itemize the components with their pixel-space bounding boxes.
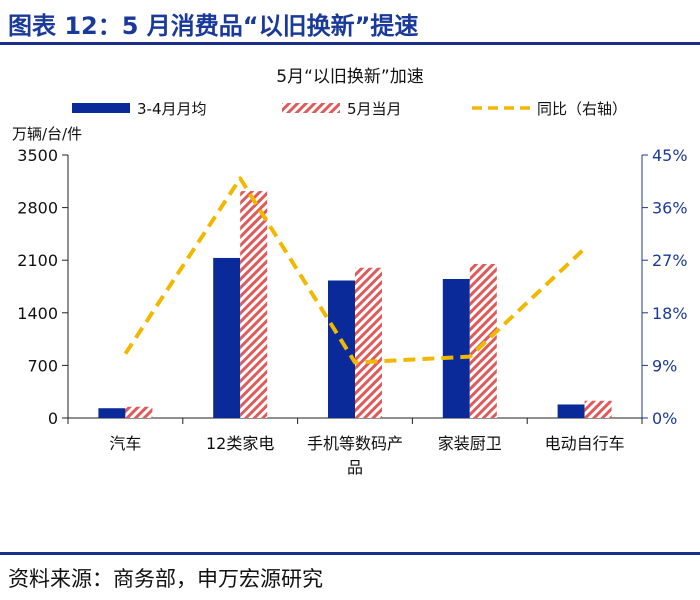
legend-swatch-avg [72, 103, 130, 113]
legend-label-yoy: 同比（右轴） [537, 100, 627, 118]
y-tick-label-left: 2100 [17, 251, 58, 270]
y-tick-label-right: 9% [652, 356, 677, 375]
legend-label-avg: 3-4月月均 [137, 100, 207, 118]
bar-avg [328, 280, 355, 418]
y-tick-label-left: 0 [48, 409, 58, 428]
bar-avg [213, 257, 241, 418]
y-tick-label-right: 0% [652, 409, 677, 428]
y-tick-label-left: 1400 [17, 304, 58, 323]
bar-may [125, 406, 153, 418]
bar-may [240, 191, 268, 418]
x-tick-label: 汽车 [109, 434, 141, 453]
legend: 3-4月月均 5月当月 同比（右轴） [72, 100, 627, 118]
y-tick-label-right: 27% [652, 251, 688, 270]
y-tick-label-right: 36% [652, 199, 688, 218]
legend-swatch-may [282, 103, 340, 113]
x-tick-label: 手机等数码产品 [307, 434, 403, 477]
footer-rule [0, 552, 700, 555]
y-tick-label-right: 45% [652, 146, 688, 165]
chart-title: 5月“以旧换新”加速 [276, 67, 423, 87]
x-tick-label: 电动自行车 [545, 434, 625, 453]
y-tick-label-left: 700 [27, 356, 58, 375]
y-tick-label-left: 2800 [17, 199, 58, 218]
figure-title: 图表 12：5 月消费品“以旧换新”提速 [8, 12, 419, 40]
y-tick-label-left: 3500 [17, 146, 58, 165]
y-tick-label-right: 18% [652, 304, 688, 323]
x-tick-label: 12类家电 [206, 434, 274, 453]
bar-avg [98, 408, 126, 418]
bar-may [584, 400, 612, 418]
bar-may [469, 263, 497, 418]
bar-avg [557, 404, 585, 418]
bar-avg [442, 278, 470, 418]
header-rule [0, 42, 700, 45]
source-note: 资料来源：商务部，申万宏源研究 [8, 567, 323, 591]
x-tick-label: 家装厨卫 [438, 434, 502, 453]
legend-label-may: 5月当月 [347, 100, 402, 118]
bar-may [355, 267, 382, 418]
y-axis-label: 万辆/台/件 [12, 125, 82, 143]
chart: 5月“以旧换新”加速 3-4月月均 5月当月 同比（右轴） 万辆/台/件 0 70… [12, 67, 688, 477]
